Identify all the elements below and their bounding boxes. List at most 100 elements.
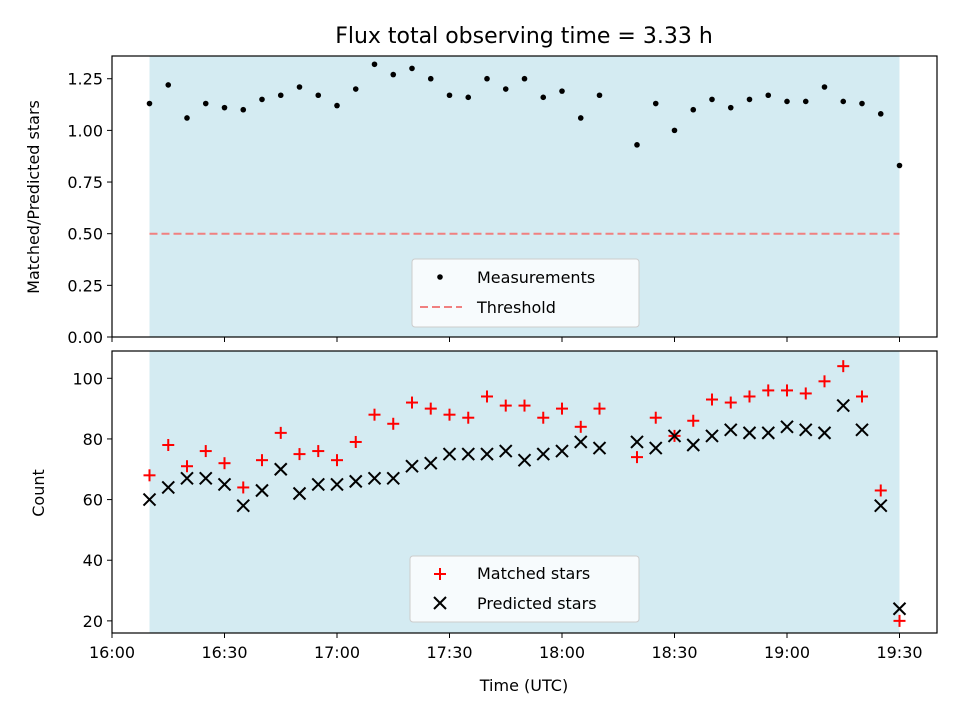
predicted-star-point: [461, 447, 475, 461]
predicted-star-point: [236, 498, 250, 513]
matched-stars-points: [143, 360, 906, 627]
predicted-star-point: [855, 423, 869, 437]
x-tick-label: 18:30: [651, 643, 697, 662]
top-y-tick-label: 0.75: [67, 173, 103, 192]
predicted-star-point: [349, 474, 363, 489]
bottom-x-ticks: 16:00 16:30 17:00 17:30 18:00 18:30 19:00 19:30: [89, 633, 923, 662]
measurement-point: [746, 96, 753, 103]
measurement-point: [390, 71, 397, 78]
predicted-star-point: [480, 447, 494, 461]
matched-star-point: [274, 426, 287, 439]
matched-star-point: [706, 393, 718, 406]
top-panel: 0.00 0.25 0.50 0.75 1.00 1.25 Matched/Predict…: [24, 55, 938, 347]
measurement-point: [409, 65, 415, 72]
matched-star-point: [462, 411, 475, 424]
predicted-star-point: [817, 426, 832, 440]
predicted-star-point: [536, 447, 550, 461]
matched-star-point: [762, 384, 775, 397]
bottom-legend-box: [409, 555, 640, 623]
predicted-star-point: [574, 435, 588, 449]
top-legend: Measurements Threshold: [411, 258, 640, 328]
measurement-point: [896, 162, 903, 169]
matched-star-point: [256, 454, 268, 467]
matched-star-point: [518, 399, 531, 412]
bottom-y-ticks: 20 40 60 80 100: [72, 369, 112, 631]
predicted-star-point: [161, 480, 175, 495]
top-y-axis-label: Matched/Predicted stars: [24, 100, 43, 294]
predicted-star-point: [649, 441, 663, 455]
matched-star-point: [631, 451, 643, 464]
matched-star-point: [687, 414, 700, 427]
predicted-star-point: [892, 602, 907, 616]
matched-star-point: [368, 408, 381, 421]
measurement-point: [634, 142, 640, 148]
matched-star-point: [556, 402, 568, 415]
measurement-legend-marker: [437, 274, 443, 280]
predicted-star-point: [874, 498, 888, 513]
matched-star-point: [574, 420, 587, 433]
top-y-tick-label: 0.25: [67, 276, 103, 295]
measurement-point: [502, 86, 509, 92]
measurement-point: [690, 106, 697, 113]
measurement-point: [221, 104, 228, 111]
predicted-star-point: [274, 462, 288, 476]
matched-star-point: [181, 460, 193, 473]
top-y-tick-label: 0.50: [67, 225, 103, 244]
predicted-star-point: [142, 492, 157, 507]
measurement-point: [484, 75, 490, 82]
measurement-point: [352, 86, 359, 92]
matched-star-point: [387, 417, 400, 430]
matched-star-point: [874, 484, 887, 497]
top-legend-box: [411, 258, 640, 328]
x-tick-label: 17:30: [426, 643, 472, 662]
measurement-point: [727, 104, 734, 111]
bottom-y-tick-label: 40: [83, 551, 103, 570]
predicted-star-point: [780, 420, 794, 434]
matched-star-point: [424, 402, 437, 415]
matched-star-point: [349, 435, 362, 448]
x-tick-label: 16:00: [89, 643, 135, 662]
measurement-point: [296, 84, 303, 90]
measurement-point: [465, 94, 472, 101]
predicted-star-point: [330, 477, 344, 492]
bottom-y-tick-label: 60: [83, 491, 103, 510]
matched-star-point: [743, 390, 756, 403]
matched-star-point: [799, 387, 812, 400]
top-axes-frame: [111, 55, 938, 338]
matched-star-point: [218, 457, 231, 470]
chart-title: Flux total observing time = 3.33 h: [335, 24, 713, 49]
predicted-star-point: [424, 456, 438, 470]
measurement-point: [859, 100, 865, 107]
bottom-panel: 20 40 60 80 100 16:00 16:30 17:00 17:30 18:00 18:…: [29, 350, 938, 695]
bottom-legend: Matched stars Predicted stars: [409, 555, 640, 623]
measurement-point: [165, 82, 172, 88]
predicted-star-point: [405, 459, 419, 473]
measurement-point: [671, 127, 678, 134]
matched-star-point: [781, 384, 793, 397]
matched-star-point: [293, 448, 306, 461]
measurement-point: [334, 102, 340, 109]
top-y-tick-label: 1.25: [67, 70, 103, 89]
predicted-star-point: [724, 423, 738, 437]
x-axis-label: Time (UTC): [479, 676, 568, 695]
matched-legend-label: Matched stars: [477, 564, 590, 583]
matched-star-point: [818, 375, 831, 388]
measurement-point: [840, 98, 847, 105]
predicted-stars-points: [142, 398, 907, 616]
x-tick-label: 18:00: [539, 643, 585, 662]
predicted-star-point: [292, 486, 307, 501]
matched-star-point: [893, 614, 906, 627]
measurement-point: [259, 96, 265, 103]
x-tick-label: 19:00: [764, 643, 810, 662]
measurement-point: [202, 100, 209, 107]
threshold-legend-label: Threshold: [476, 298, 556, 317]
predicted-star-point: [217, 477, 232, 492]
predicted-star-point: [630, 435, 644, 449]
predicted-legend-label: Predicted stars: [477, 594, 597, 613]
predicted-star-point: [686, 438, 700, 452]
top-y-ticks: 0.00 0.25 0.50 0.75 1.00 1.25: [67, 70, 112, 347]
matched-star-point: [724, 396, 737, 409]
measurement-point: [446, 92, 453, 99]
x-tick-label: 17:00: [314, 643, 360, 662]
